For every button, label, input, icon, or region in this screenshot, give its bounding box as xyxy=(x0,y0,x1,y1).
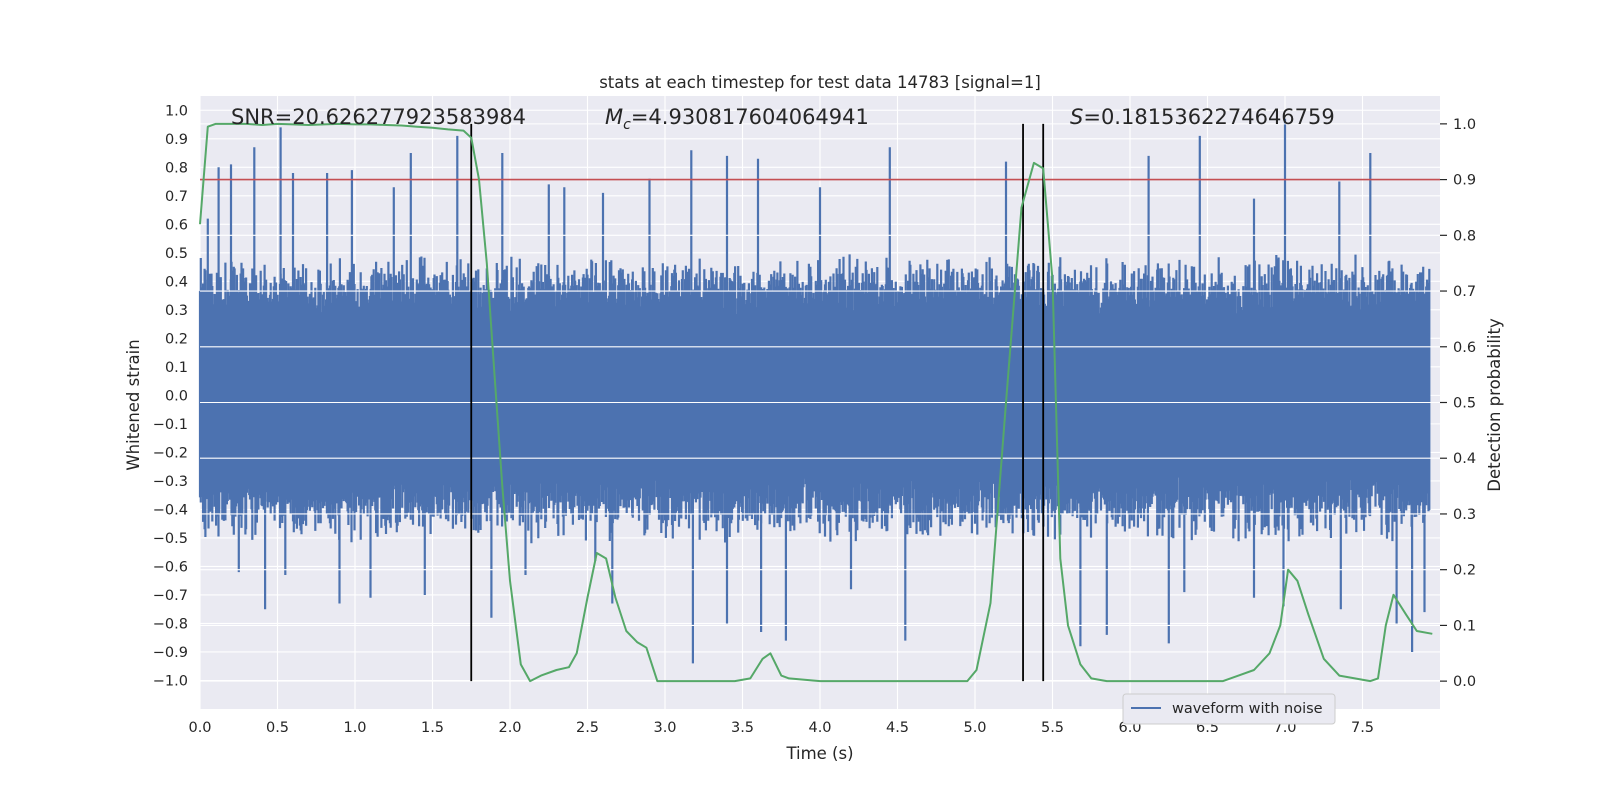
y-tick-label-right: 0.9 xyxy=(1453,173,1476,189)
y-tick-label: −0.8 xyxy=(153,616,188,632)
x-tick-label: 4.5 xyxy=(886,720,909,736)
legend-entry: waveform with noise xyxy=(1172,701,1323,717)
y-tick-label: −0.4 xyxy=(153,502,188,518)
y-tick-label-right: 0.4 xyxy=(1453,451,1476,467)
x-tick-label: 2.5 xyxy=(576,720,599,736)
y-tick-label: 0.8 xyxy=(165,160,188,176)
x-tick-label: 1.0 xyxy=(343,720,366,736)
y-tick-label: 0.7 xyxy=(165,189,188,205)
y-axis-left: 1.0 0.9 0.8 0.7 0.6 0.5 0.4 0.3 0.2 0.1 0.0 −0.1 −0.… xyxy=(153,103,188,689)
x-tick-label: 0.0 xyxy=(188,720,211,736)
y-axis-label-right: Detection probability xyxy=(1485,318,1504,492)
y-tick-label: −0.6 xyxy=(153,559,188,575)
vertical-markers xyxy=(470,123,1045,682)
s-value: =0.1815362274646759 xyxy=(1083,105,1334,129)
y-tick-label: 0.2 xyxy=(165,331,188,347)
chirp-mass-value: =4.930817604064941 xyxy=(631,105,869,129)
y-tick-label: 0.0 xyxy=(165,388,188,404)
y-tick-label: −0.2 xyxy=(153,445,188,461)
x-tick-label: 2.0 xyxy=(498,720,521,736)
y-tick-label: −0.1 xyxy=(153,417,188,433)
legend-box xyxy=(1122,693,1336,725)
y-tick-label-right: 0.7 xyxy=(1453,284,1476,300)
y-tick-label: 0.4 xyxy=(165,274,188,290)
y-tick-label-right: 0.5 xyxy=(1453,396,1476,412)
x-tick-label: 5.0 xyxy=(963,720,986,736)
chart-title: stats at each timestep for test data 147… xyxy=(599,73,1041,92)
x-tick-label: 0.5 xyxy=(266,720,289,736)
y-tick-label-right: 0.2 xyxy=(1453,563,1476,579)
y-tick-label: 0.9 xyxy=(165,132,188,148)
y-tick-label-right: 0.6 xyxy=(1453,340,1476,356)
y-tick-label: −0.5 xyxy=(153,531,188,547)
chirp-mass-annotation: Mc=4.930817604064941 xyxy=(605,105,869,133)
y-axis-right: 1.0 0.9 0.8 0.7 0.6 0.5 0.4 0.3 0.2 0.1 0.0 xyxy=(1440,117,1476,690)
legend: waveform with noise xyxy=(1122,693,1336,725)
chirp-mass-subscript: c xyxy=(623,117,631,133)
x-tick-label: 4.0 xyxy=(808,720,831,736)
y-tick-label: 0.5 xyxy=(165,246,188,262)
x-axis-label: Time (s) xyxy=(785,744,853,763)
x-tick-label: 1.5 xyxy=(421,720,444,736)
y-tick-label: 0.1 xyxy=(165,360,188,376)
y-tick-label: −0.9 xyxy=(153,645,188,661)
y-tick-label-right: 0.1 xyxy=(1453,618,1476,634)
x-tick-label: 3.5 xyxy=(731,720,754,736)
chirp-mass-symbol: M xyxy=(605,105,623,129)
y-tick-label-right: 0.0 xyxy=(1453,674,1476,690)
probability-series xyxy=(199,122,1433,683)
y-tick-label: −0.3 xyxy=(153,474,188,490)
x-tick-label: 3.0 xyxy=(653,720,676,736)
y-tick-label-right: 1.0 xyxy=(1453,117,1476,133)
snr-annotation: SNR=20.626277923583984 xyxy=(231,105,526,129)
s-annotation: S=0.1815362274646759 xyxy=(1070,105,1335,129)
x-tick-label: 7.5 xyxy=(1351,720,1374,736)
y-tick-label: 0.3 xyxy=(165,303,188,319)
y-tick-label: −0.7 xyxy=(153,588,188,604)
y-tick-label: 0.6 xyxy=(165,217,188,233)
y-tick-label: −1.0 xyxy=(153,673,188,689)
s-symbol: S xyxy=(1070,105,1083,129)
y-axis-label: Whitened strain xyxy=(124,339,143,470)
y-tick-label-right: 0.3 xyxy=(1453,507,1476,523)
y-tick-label: 1.0 xyxy=(165,103,188,119)
x-tick-label: 5.5 xyxy=(1041,720,1064,736)
y-tick-label-right: 0.8 xyxy=(1453,228,1476,244)
